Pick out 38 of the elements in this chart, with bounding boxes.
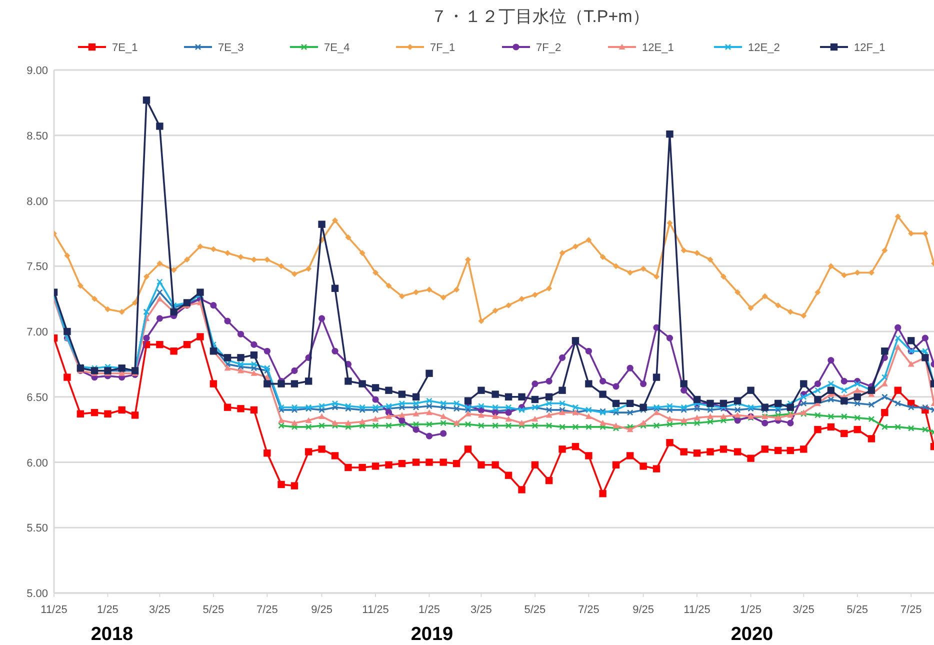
annotation: 2018 [90,624,134,645]
x-tick-label: 1/25 [418,604,440,616]
x-tick-label: 9/25 [311,604,332,616]
legend-label: 7E_1 [112,42,138,54]
y-tick-label: 5.00 [26,588,48,600]
y-tick-label: 7.50 [26,261,48,274]
y-tick-label: 9.00 [26,65,48,77]
title: ７・１２丁目水位（T.P+m） [430,7,650,26]
annotation: 2020 [730,624,774,645]
x-tick-label: 11/25 [362,604,389,616]
x-tick-label: 3/25 [470,604,492,616]
legend-label: 12E_1 [642,42,674,54]
x-tick-label: 5/25 [202,604,224,616]
x-tick-label: 11/25 [40,604,68,616]
y-tick-label: 5.50 [26,522,48,535]
y-tick-label: 6.50 [26,392,48,404]
x-tick-label: 1/25 [740,604,762,616]
x-tick-label: 1/25 [97,604,118,616]
legend-label: 7E_4 [324,42,350,54]
x-tick-label: 7/25 [578,604,600,616]
x-tick-label: 5/25 [846,604,868,616]
legend-label: 7E_3 [218,42,244,54]
x-tick-label: 7/25 [900,604,922,616]
y-tick-label: 6.00 [26,457,48,470]
annotation: 2019 [410,624,454,645]
x-tick-label: 5/25 [524,604,546,616]
x-tick-label: 3/25 [792,604,814,616]
legend-label: 7F_2 [536,42,562,54]
x-tick-label: 9/25 [632,604,654,616]
y-tick-label: 8.50 [26,130,48,142]
y-tick-label: 7.00 [26,326,48,338]
legend-label: 7F_1 [430,42,456,54]
legend-label: 12F_1 [854,42,886,54]
legend-label: 12E_2 [748,42,780,54]
x-tick-label: 11/25 [684,604,710,616]
x-tick-label: 3/25 [148,604,170,616]
x-tick-label: 7/25 [256,604,278,616]
y-tick-label: 8.00 [26,196,48,208]
